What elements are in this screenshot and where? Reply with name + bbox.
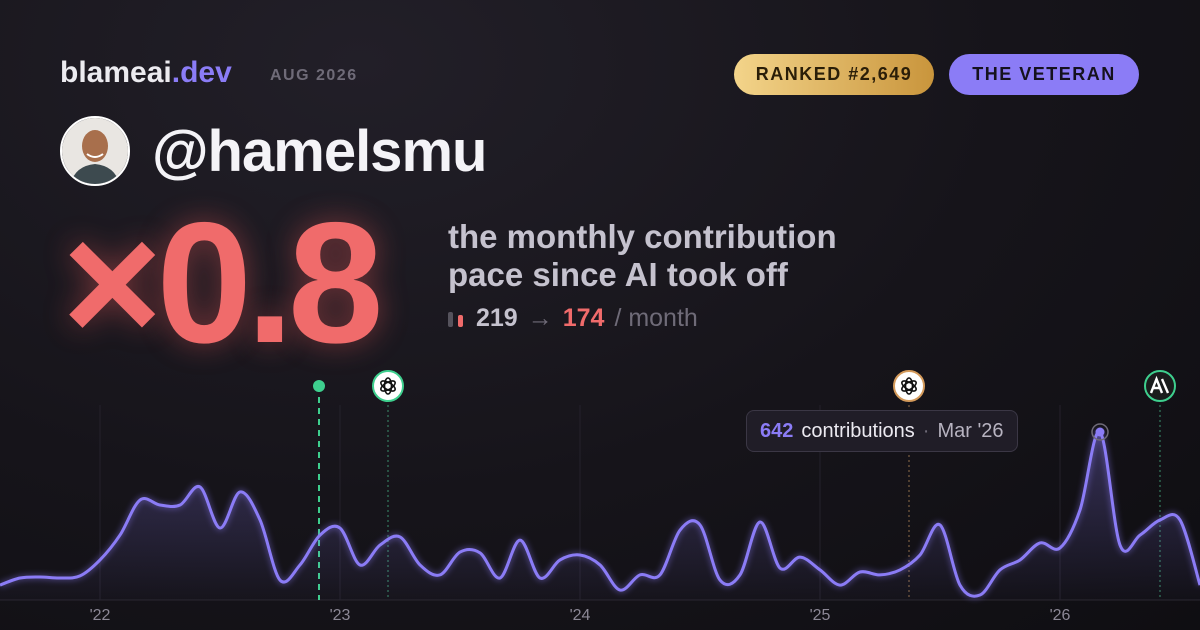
- pace-after: 174: [562, 304, 605, 332]
- description: the monthly contribution pace since AI t…: [448, 218, 837, 294]
- handle: @hamelsmu: [152, 119, 487, 184]
- pace-before: 219: [476, 304, 518, 332]
- description-line: pace since AI took off: [448, 256, 788, 293]
- anthropic-icon: [1144, 370, 1176, 402]
- pace-unit: / month: [614, 304, 698, 332]
- multiplier: ×0.8: [62, 187, 384, 379]
- tooltip-separator: ·: [922, 419, 930, 442]
- peak-point: [1095, 427, 1105, 437]
- openai-icon: [372, 370, 404, 402]
- avatar: [60, 116, 130, 186]
- pace-stats: 219 → 174 / month: [448, 304, 698, 333]
- date: AUG 2026: [270, 67, 358, 84]
- peak-ring: [1091, 423, 1109, 441]
- line: [0, 430, 1200, 598]
- tooltip-label: contributions: [801, 419, 915, 442]
- pace-icon: [448, 311, 463, 327]
- event-dot: [313, 380, 325, 392]
- tooltip-value: 642: [760, 419, 794, 442]
- rank-badge: RANKED #2,649: [734, 54, 934, 95]
- brand-tld: .dev: [171, 56, 232, 89]
- openai-icon: [893, 370, 925, 402]
- brand-name: blameai: [60, 56, 172, 89]
- x-tick-label: '26: [1050, 607, 1071, 624]
- brand: blameai.dev: [60, 56, 232, 90]
- x-tick-label: '22: [90, 607, 111, 624]
- x-tick-label: '25: [810, 607, 831, 624]
- x-tick-label: '24: [570, 607, 591, 624]
- tooltip-date: Mar '26: [937, 419, 1004, 442]
- tooltip: 642 contributions · Mar '26: [746, 410, 1018, 452]
- archetype-badge: THE VETERAN: [949, 54, 1139, 95]
- area: [0, 431, 1200, 600]
- x-tick-label: '23: [330, 607, 351, 624]
- arrow: →: [527, 304, 553, 332]
- description-line: the monthly contribution: [448, 218, 837, 255]
